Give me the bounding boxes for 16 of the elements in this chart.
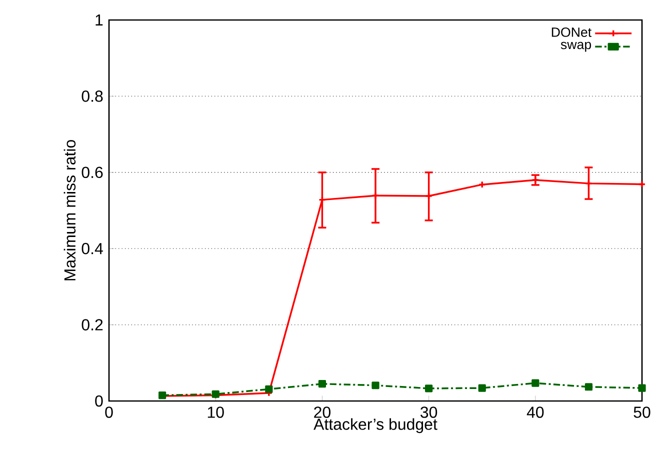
- y-tick-label: 1: [96, 14, 103, 26]
- x-tick-label: 40: [526, 406, 544, 418]
- x-axis-title: Attacker’s budget: [314, 418, 438, 434]
- x-tick-label: 50: [634, 406, 650, 418]
- x-tick-label: 10: [208, 406, 224, 418]
- legend-label: swap: [560, 42, 592, 52]
- y-axis-title: Maximum miss ratio: [64, 140, 76, 280]
- y-tick-label: 0.6: [82, 166, 103, 178]
- x-tick-label: 20: [314, 406, 330, 418]
- y-tick-label: 0.8: [82, 90, 103, 102]
- legend-label: DONet: [552, 28, 592, 37]
- y-tick-label: 0.4: [82, 242, 103, 254]
- y-tick-label: 0: [95, 395, 103, 407]
- x-tick-label: 0: [105, 406, 113, 418]
- y-tick-label: 0.2: [82, 319, 103, 330]
- x-tick-label: 30: [420, 406, 438, 418]
